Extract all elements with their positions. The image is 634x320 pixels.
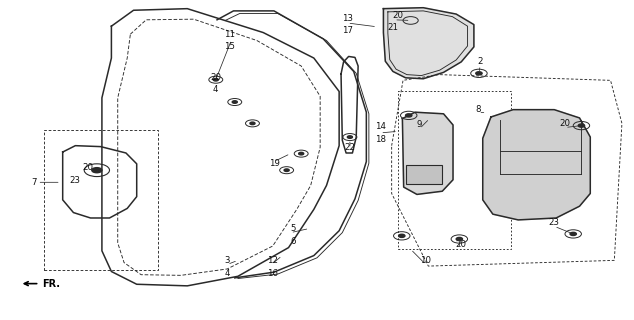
Text: 4: 4: [224, 268, 230, 278]
Text: 3: 3: [224, 256, 230, 265]
Text: 4: 4: [213, 85, 219, 94]
Circle shape: [92, 168, 102, 173]
Text: 23: 23: [549, 218, 560, 227]
Text: 19: 19: [269, 159, 280, 168]
Text: 20: 20: [559, 119, 571, 128]
Text: 7: 7: [31, 178, 36, 187]
Text: 20: 20: [82, 163, 93, 172]
Polygon shape: [384, 8, 474, 79]
Circle shape: [299, 152, 304, 155]
Text: 5: 5: [290, 224, 295, 233]
Text: 2: 2: [477, 57, 483, 66]
Text: 22: 22: [344, 143, 356, 152]
Circle shape: [456, 237, 462, 241]
Text: 18: 18: [375, 135, 385, 144]
Polygon shape: [482, 110, 590, 220]
Text: 1: 1: [417, 178, 422, 187]
Text: 15: 15: [224, 42, 235, 52]
Text: FR.: FR.: [24, 279, 60, 289]
Text: 17: 17: [342, 27, 353, 36]
Text: 20: 20: [456, 240, 467, 249]
Text: 21: 21: [387, 23, 398, 32]
Text: 14: 14: [375, 122, 385, 131]
Circle shape: [250, 122, 255, 124]
Circle shape: [399, 234, 405, 237]
Circle shape: [232, 101, 237, 103]
Text: 9: 9: [417, 120, 422, 130]
Text: 12: 12: [267, 256, 278, 265]
Text: 11: 11: [224, 30, 235, 39]
Circle shape: [406, 114, 412, 117]
Text: 16: 16: [267, 268, 278, 278]
Text: 20: 20: [392, 11, 403, 20]
Circle shape: [476, 72, 482, 75]
Text: 13: 13: [342, 14, 353, 23]
Circle shape: [213, 78, 218, 81]
Bar: [398, 91, 510, 249]
Bar: [44, 130, 158, 270]
Text: 23: 23: [70, 176, 81, 185]
Circle shape: [578, 124, 585, 127]
Text: 6: 6: [290, 237, 295, 246]
Text: 8: 8: [476, 105, 481, 114]
Bar: [406, 165, 443, 184]
Circle shape: [284, 169, 289, 172]
Circle shape: [570, 232, 576, 236]
Text: 10: 10: [420, 256, 431, 265]
Polygon shape: [403, 112, 453, 195]
Text: 20: 20: [210, 73, 221, 82]
Circle shape: [347, 136, 353, 138]
